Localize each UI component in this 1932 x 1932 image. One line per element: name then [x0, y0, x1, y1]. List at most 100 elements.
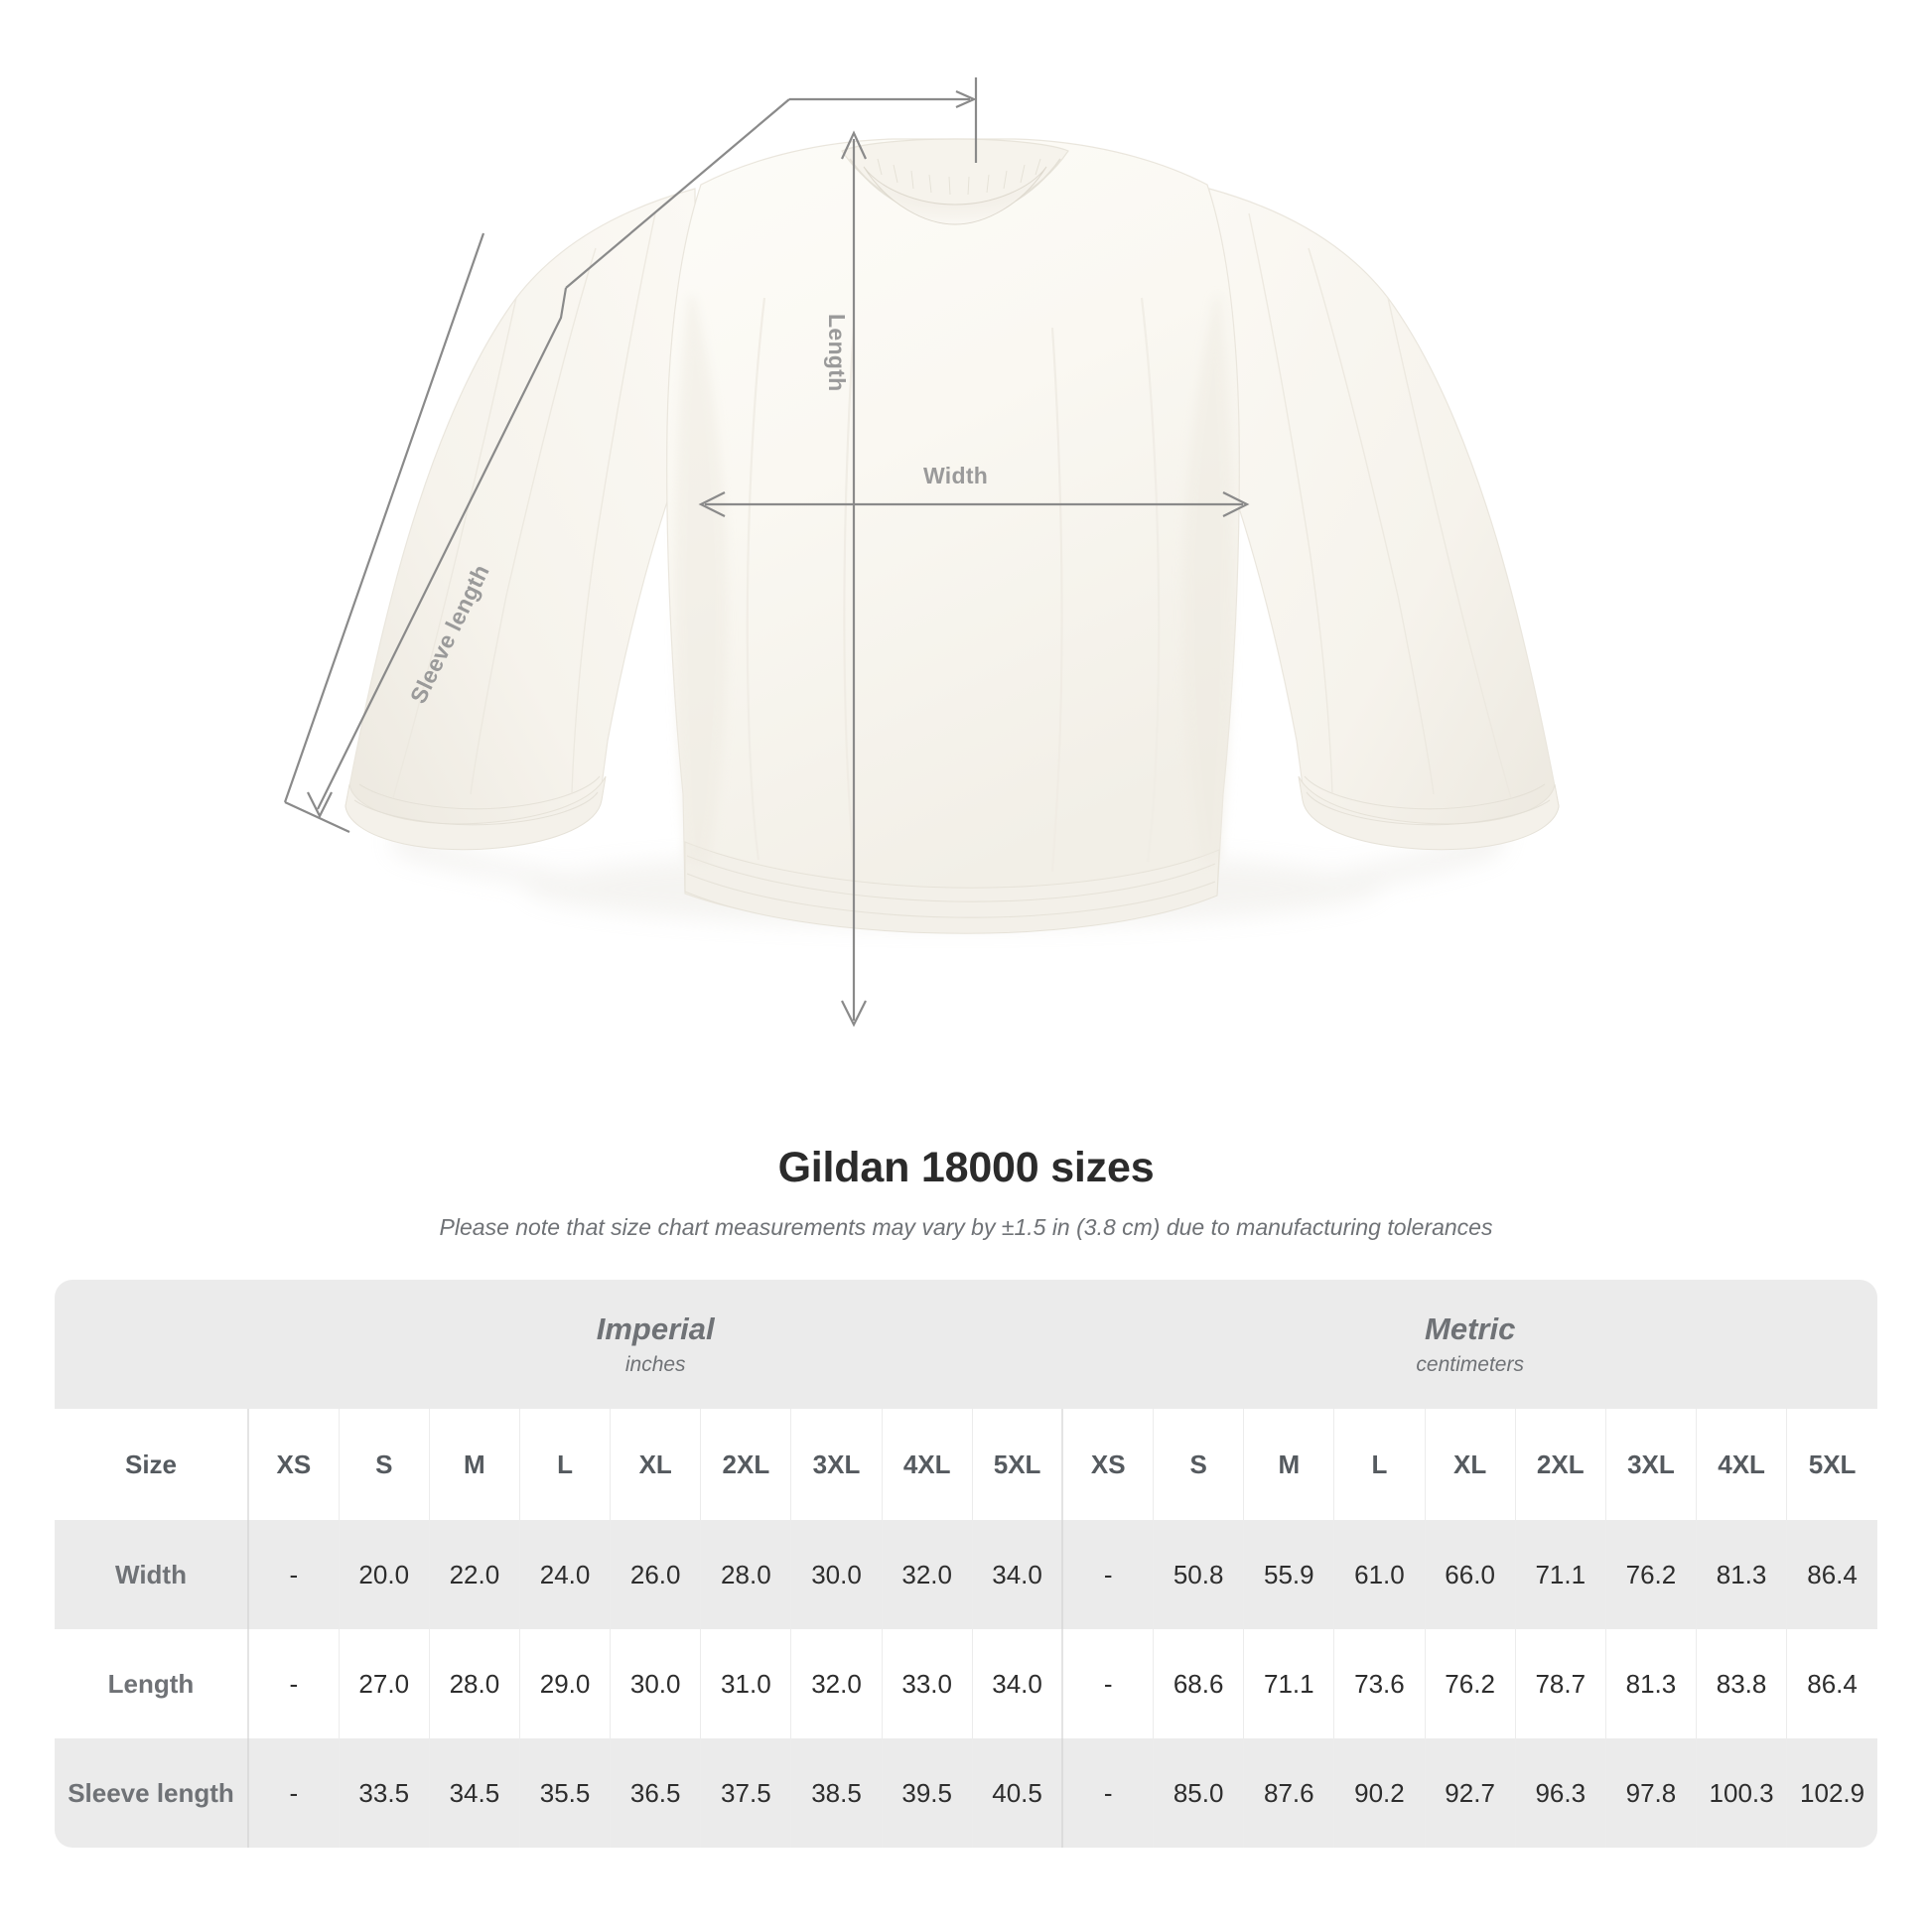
cell-length-metric-l: 73.6	[1333, 1629, 1426, 1738]
cell-length-imperial-xs: -	[246, 1629, 340, 1738]
cell-width-metric-xl: 66.0	[1424, 1520, 1516, 1629]
unit-name-imperial: Imperial	[596, 1311, 715, 1347]
cell-length-imperial-l: 29.0	[518, 1629, 611, 1738]
length-top-arrowhead	[841, 130, 867, 160]
unit-header-corner	[55, 1280, 248, 1409]
unit-sub-imperial: inches	[624, 1352, 686, 1376]
table-row: Width - 20.0 22.0 24.0 26.0 28.0 30.0 32…	[55, 1520, 1877, 1629]
collar	[841, 138, 1069, 225]
cell-length-imperial-5xl: 34.0	[971, 1629, 1063, 1738]
size-col-metric-xs: XS	[1061, 1409, 1154, 1520]
cell-length-metric-s: 68.6	[1153, 1629, 1244, 1738]
garment-illustration	[283, 77, 1560, 1028]
cell-length-imperial-xl: 30.0	[610, 1629, 701, 1738]
cell-width-metric-5xl: 86.4	[1786, 1520, 1877, 1629]
cell-length-metric-m: 71.1	[1243, 1629, 1334, 1738]
cell-length-metric-2xl: 78.7	[1514, 1629, 1606, 1738]
cell-length-metric-xs: -	[1061, 1629, 1154, 1738]
cell-length-imperial-s: 27.0	[338, 1629, 430, 1738]
cell-width-imperial-s: 20.0	[338, 1520, 430, 1629]
length-dimension-label: Length	[824, 314, 850, 392]
size-col-imperial-3xl: 3XL	[790, 1409, 883, 1520]
size-col-imperial-2xl: 2XL	[700, 1409, 791, 1520]
title-block: Gildan 18000 sizes Please note that size…	[0, 1144, 1932, 1241]
unit-sub-metric: centimeters	[1416, 1352, 1524, 1376]
size-col-imperial-5xl: 5XL	[971, 1409, 1063, 1520]
width-right-arrowhead	[1222, 491, 1250, 517]
garment-diagram: Length Width Sleeve length	[283, 77, 1560, 1028]
cell-length-metric-5xl: 86.4	[1786, 1629, 1877, 1738]
cell-length-metric-xl: 76.2	[1424, 1629, 1516, 1738]
cell-sleeve-imperial-l: 35.5	[518, 1738, 611, 1848]
cell-width-imperial-3xl: 30.0	[790, 1520, 883, 1629]
cell-sleeve-imperial-m: 34.5	[428, 1738, 520, 1848]
size-col-metric-4xl: 4XL	[1695, 1409, 1787, 1520]
left-sleeve	[345, 188, 702, 851]
cell-width-imperial-2xl: 28.0	[700, 1520, 791, 1629]
cell-sleeve-imperial-4xl: 39.5	[881, 1738, 973, 1848]
row-label-length: Length	[55, 1629, 248, 1738]
size-header-row: Size XS S M L XL 2XL 3XL 4XL 5XL XS S M …	[55, 1409, 1877, 1520]
cell-width-metric-xs: -	[1061, 1520, 1154, 1629]
size-col-imperial-xl: XL	[610, 1409, 701, 1520]
cell-sleeve-imperial-5xl: 40.5	[971, 1738, 1063, 1848]
size-col-metric-l: L	[1333, 1409, 1426, 1520]
size-col-metric-5xl: 5XL	[1786, 1409, 1877, 1520]
cell-width-metric-l: 61.0	[1333, 1520, 1426, 1629]
cell-sleeve-metric-4xl: 100.3	[1695, 1738, 1787, 1848]
measurement-lines	[283, 77, 1250, 1028]
cell-sleeve-metric-xl: 92.7	[1424, 1738, 1516, 1848]
sleeve-length-rail	[283, 232, 485, 803]
size-col-metric-3xl: 3XL	[1604, 1409, 1697, 1520]
unit-name-metric: Metric	[1425, 1311, 1516, 1347]
size-header-label: Size	[55, 1409, 248, 1520]
cell-width-metric-m: 55.9	[1243, 1520, 1334, 1629]
cell-sleeve-metric-xs: -	[1061, 1738, 1154, 1848]
row-label-width: Width	[55, 1520, 248, 1629]
table-row: Length - 27.0 28.0 29.0 30.0 31.0 32.0 3…	[55, 1629, 1877, 1738]
unit-header-metric: Metric centimeters	[1062, 1280, 1877, 1409]
cell-width-imperial-m: 22.0	[428, 1520, 520, 1629]
cell-sleeve-imperial-s: 33.5	[338, 1738, 430, 1848]
length-bottom-arrowhead	[841, 1000, 867, 1028]
cell-sleeve-metric-2xl: 96.3	[1514, 1738, 1606, 1848]
size-table: Imperial inches Metric centimeters Size …	[55, 1280, 1877, 1848]
cell-width-metric-s: 50.8	[1153, 1520, 1244, 1629]
cell-width-imperial-xs: -	[246, 1520, 340, 1629]
size-table-container: Imperial inches Metric centimeters Size …	[55, 1280, 1877, 1848]
size-col-imperial-m: M	[428, 1409, 520, 1520]
sleeve-bottom-arrowhead	[307, 791, 333, 819]
cell-sleeve-metric-3xl: 97.8	[1604, 1738, 1697, 1848]
cell-width-metric-2xl: 71.1	[1514, 1520, 1606, 1629]
sleeve-length-line	[317, 287, 568, 810]
cell-length-metric-4xl: 83.8	[1695, 1629, 1787, 1738]
right-sleeve	[1202, 188, 1560, 851]
cell-sleeve-metric-5xl: 102.9	[1786, 1738, 1877, 1848]
size-col-metric-xl: XL	[1424, 1409, 1516, 1520]
page-title: Gildan 18000 sizes	[777, 1144, 1155, 1191]
cell-sleeve-imperial-xs: -	[246, 1738, 340, 1848]
unit-header-imperial: Imperial inches	[248, 1280, 1063, 1409]
size-col-imperial-xs: XS	[246, 1409, 340, 1520]
cell-sleeve-imperial-2xl: 37.5	[700, 1738, 791, 1848]
size-col-metric-2xl: 2XL	[1514, 1409, 1606, 1520]
cell-sleeve-metric-l: 90.2	[1333, 1738, 1426, 1848]
sleeve-top-arrowhead	[955, 89, 977, 109]
unit-header-row: Imperial inches Metric centimeters	[55, 1280, 1877, 1409]
sleeve-bottom-connector	[284, 801, 350, 833]
sleeve-top-leader	[565, 97, 970, 289]
table-row: Sleeve length - 33.5 34.5 35.5 36.5 37.5…	[55, 1738, 1877, 1848]
cell-width-imperial-4xl: 32.0	[881, 1520, 973, 1629]
cell-length-imperial-2xl: 31.0	[700, 1629, 791, 1738]
cell-sleeve-metric-s: 85.0	[1153, 1738, 1244, 1848]
cell-length-imperial-m: 28.0	[428, 1629, 520, 1738]
row-label-sleeve-length: Sleeve length	[55, 1738, 248, 1848]
cell-width-imperial-xl: 26.0	[610, 1520, 701, 1629]
width-dimension-label: Width	[923, 463, 989, 488]
cell-sleeve-imperial-xl: 36.5	[610, 1738, 701, 1848]
tolerance-note: Please note that size chart measurements…	[439, 1214, 1493, 1240]
cell-sleeve-imperial-3xl: 38.5	[790, 1738, 883, 1848]
size-col-imperial-4xl: 4XL	[881, 1409, 973, 1520]
garment-body	[666, 138, 1240, 934]
